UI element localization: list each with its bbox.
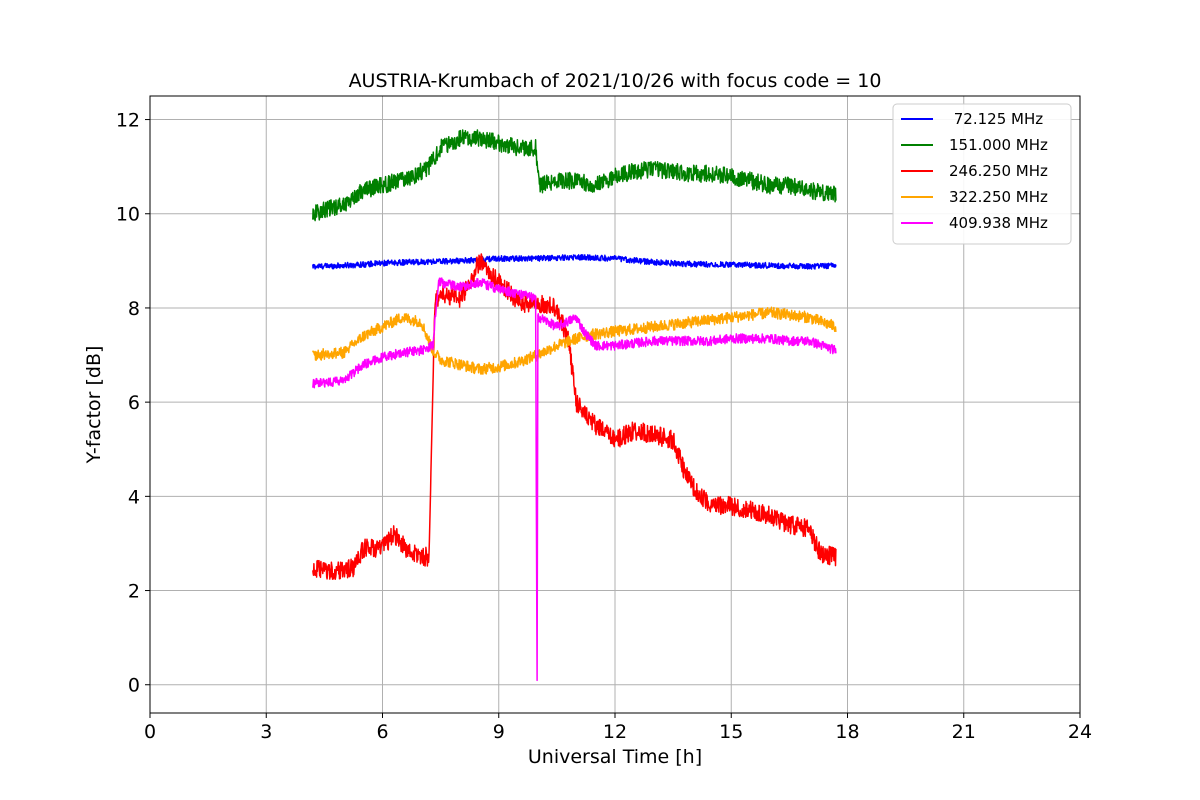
grid-lines [149, 96, 1081, 713]
legend-label: 151.000 MHz [949, 136, 1048, 154]
y-tick-label: 0 [128, 675, 140, 697]
x-tick-label: 12 [603, 721, 627, 743]
plot-series [312, 129, 837, 682]
x-tick-label: 9 [493, 721, 505, 743]
series-line [312, 129, 837, 222]
x-tick-label: 15 [719, 721, 743, 743]
legend-label: 322.250 MHz [949, 188, 1048, 206]
series-line [312, 254, 837, 270]
series-line [312, 253, 837, 581]
x-tick-label: 6 [376, 721, 388, 743]
x-tick-label: 0 [144, 721, 156, 743]
series-line [312, 277, 837, 682]
legend-label: 72.125 MHz [949, 110, 1043, 128]
x-tick-label: 3 [260, 721, 272, 743]
x-axis-label: Universal Time [h] [528, 746, 702, 768]
x-tick-label: 21 [952, 721, 976, 743]
y-tick-label: 12 [116, 110, 140, 132]
legend-box [892, 103, 1072, 245]
y-axis-label: Y-factor [dB] [83, 346, 105, 465]
y-tick-label: 6 [128, 392, 140, 414]
x-tick-label: 18 [835, 721, 859, 743]
series-line [312, 306, 837, 375]
x-tick-label: 24 [1068, 721, 1092, 743]
y-tick-label: 8 [128, 298, 140, 320]
legend-label: 246.250 MHz [949, 162, 1048, 180]
y-tick-label: 2 [128, 581, 140, 603]
y-tick-label: 4 [128, 486, 140, 508]
legend: 72.125 MHz 151.000 MHz 246.250 MHz 322.250 … [892, 103, 1072, 245]
legend-label: 409.938 MHz [949, 214, 1048, 232]
y-tick-label: 10 [116, 204, 140, 226]
chart-title: AUSTRIA-Krumbach of 2021/10/26 with focu… [349, 70, 882, 92]
